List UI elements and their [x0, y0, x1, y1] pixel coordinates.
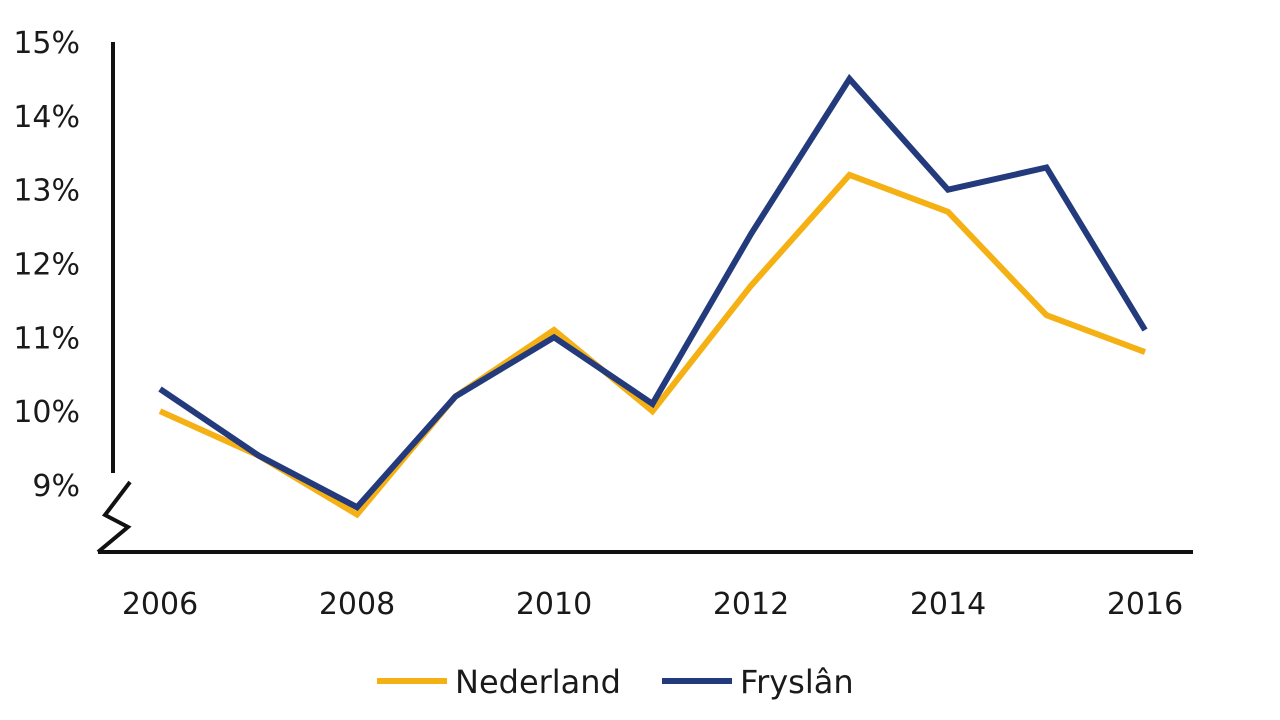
y-tick-label: 9%	[32, 469, 80, 504]
axes	[96, 42, 1193, 554]
series-lines	[158, 73, 1148, 519]
legend-label-frysl-n: Fryslân	[740, 663, 854, 701]
y-tick-label: 11%	[13, 321, 80, 356]
y-tick-label: 15%	[13, 26, 80, 61]
series-line-frysl-n	[158, 73, 1148, 511]
y-tick-label: 13%	[13, 174, 80, 209]
x-tick-label: 2014	[910, 587, 986, 622]
y-tick-label: 14%	[13, 100, 80, 135]
x-tick-label: 2016	[1107, 587, 1183, 622]
y-axis-break-mark	[96, 480, 132, 554]
legend-label-nederland: Nederland	[455, 663, 621, 701]
x-tick-label: 2006	[122, 587, 198, 622]
y-tick-label: 10%	[13, 395, 80, 430]
x-axis-ticks: 2006 2008 2010 2012 2014 2016	[122, 587, 1183, 622]
y-tick-label: 12%	[13, 248, 80, 283]
x-tick-label: 2008	[319, 587, 395, 622]
x-tick-label: 2012	[713, 587, 789, 622]
y-axis-ticks: 9% 10% 11% 12% 13% 14% 15%	[13, 26, 80, 504]
series-line-nederland	[158, 171, 1147, 519]
x-tick-label: 2010	[516, 587, 592, 622]
legend: Nederland Fryslân	[377, 663, 854, 701]
